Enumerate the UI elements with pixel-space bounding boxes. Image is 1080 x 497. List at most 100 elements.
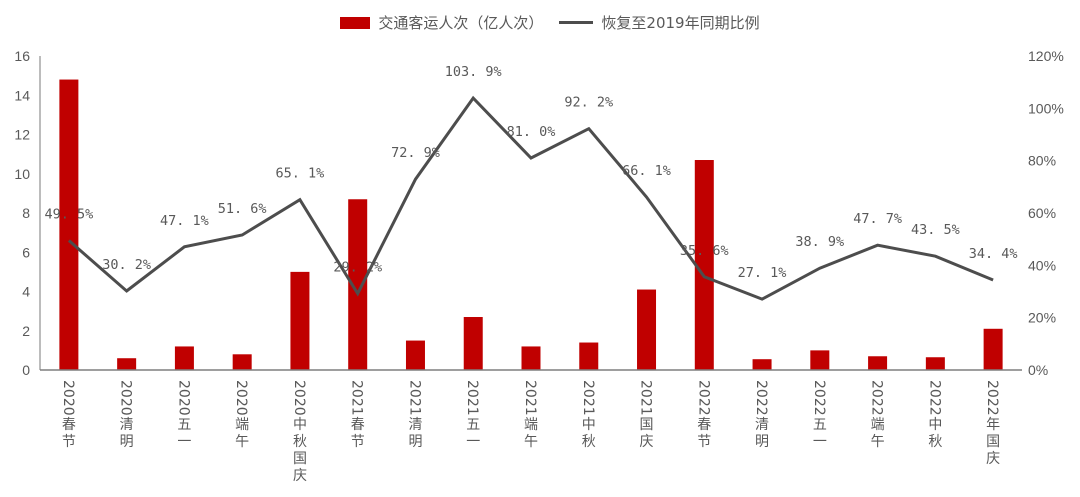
left-tick-label: 6 [22,244,30,260]
left-tick-label: 12 [14,127,30,143]
svg-text:春: 春 [62,417,76,433]
svg-text:端: 端 [235,417,249,433]
svg-text:庆: 庆 [293,468,307,484]
legend-item-line: 恢复至2019年同期比例 [559,12,760,33]
bar [290,271,310,370]
svg-text:午: 午 [235,434,249,450]
svg-text:国: 国 [640,417,654,433]
data-label: 103. 9% [445,64,502,80]
svg-text:五: 五 [177,417,191,433]
left-tick-label: 4 [22,284,30,300]
svg-text:2021: 2021 [464,380,480,416]
left-tick-label: 10 [14,166,30,182]
bar-series [59,79,1003,371]
data-label: 66. 1% [622,163,671,179]
svg-text:明: 明 [755,434,769,450]
legend-swatch-line [559,21,594,24]
svg-text:中: 中 [293,417,307,433]
svg-text:2022: 2022 [926,380,942,416]
svg-text:2021: 2021 [406,380,422,416]
bar [579,342,599,370]
svg-text:2021: 2021 [522,380,538,416]
svg-text:国: 国 [986,434,1000,450]
svg-text:端: 端 [871,417,885,433]
svg-text:端: 端 [524,417,538,433]
svg-text:五: 五 [466,417,480,433]
right-tick-label: 120% [1028,48,1064,64]
svg-text:春: 春 [351,417,365,433]
bar [983,328,1003,370]
data-label: 38. 9% [795,234,844,250]
bar [348,199,368,370]
legend-label-bar: 交通客运人次（亿人次） [378,14,544,32]
right-tick-label: 80% [1028,153,1056,169]
data-label: 35. 6% [680,243,729,259]
right-y-axis: 0% 20% 40% 60% 80% 100% 120% [1028,48,1064,378]
left-tick-label: 2 [22,323,30,339]
right-tick-label: 20% [1028,310,1056,326]
bar [232,354,252,370]
data-label: 34. 4% [969,246,1018,262]
svg-text:清: 清 [120,417,134,433]
data-label: 72. 9% [391,145,440,161]
svg-text:节: 节 [62,434,76,450]
right-tick-label: 60% [1028,205,1056,221]
data-label: 81. 0% [507,124,556,140]
svg-text:2022: 2022 [984,380,1000,416]
svg-text:清: 清 [755,417,769,433]
legend-label-line: 恢复至2019年同期比例 [601,14,760,32]
svg-text:午: 午 [524,434,538,450]
svg-text:国: 国 [293,451,307,467]
svg-text:清: 清 [408,417,422,433]
line-series [67,95,994,301]
bar [59,79,79,371]
bar [752,359,772,370]
right-tick-label: 0% [1028,362,1048,378]
data-label: 92. 2% [564,95,613,111]
svg-text:一: 一 [177,434,191,450]
svg-text:中: 中 [582,417,596,433]
svg-text:2020: 2020 [60,380,76,416]
recovery-ratio-line [67,95,994,301]
data-label: 27. 1% [738,265,787,281]
svg-text:2022: 2022 [869,380,885,416]
svg-text:2020: 2020 [291,380,307,416]
svg-text:2022: 2022 [811,380,827,416]
svg-text:春: 春 [697,417,711,433]
svg-text:2020: 2020 [118,380,134,416]
bar [521,346,541,370]
left-tick-label: 8 [22,205,30,221]
data-label: 47. 7% [853,211,902,227]
legend-item-bar: 交通客运人次（亿人次） [320,12,543,33]
data-label: 30. 2% [102,257,151,273]
svg-text:庆: 庆 [986,451,1000,467]
left-y-axis: 0 2 4 6 8 10 12 14 16 [14,48,41,378]
bar [925,357,945,370]
svg-text:明: 明 [408,434,422,450]
bar [174,346,194,370]
svg-text:秋: 秋 [293,434,307,450]
bar [810,350,830,370]
data-label: 29. 2% [333,260,382,276]
svg-text:年: 年 [986,417,1000,433]
svg-text:2022: 2022 [753,380,769,416]
bar [463,317,483,370]
left-tick-label: 14 [14,87,30,103]
svg-text:午: 午 [871,434,885,450]
data-label: 49. 5% [44,206,93,222]
x-axis: 2020春节2020清明2020五一2020端午2020中秋国庆2021春节20… [40,369,1022,484]
